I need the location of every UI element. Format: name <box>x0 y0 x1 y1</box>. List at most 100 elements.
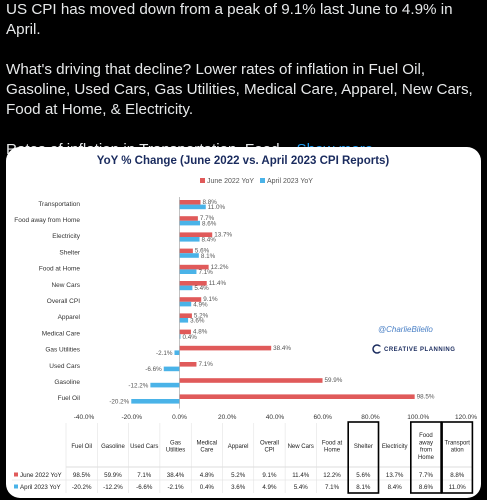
table-column-header: Overall <box>260 440 279 446</box>
data-label-april: -2.1% <box>156 350 173 357</box>
table-column-header: Apparel <box>228 444 249 450</box>
category-label: Electricity <box>52 233 81 240</box>
data-label-april: 8.6% <box>202 220 217 227</box>
table-cell: 0.4% <box>200 484 215 491</box>
category-label: Food at Home <box>39 266 81 273</box>
category-label: Food away from Home <box>14 217 80 224</box>
table-cell: 38.4% <box>167 472 185 479</box>
table-column-header: Gas <box>170 440 181 446</box>
x-tick-label: -40.0% <box>74 414 95 421</box>
x-tick-label: 100.0% <box>407 414 429 421</box>
table-column-header: away <box>419 440 433 446</box>
tweet-text: US CPI has moved down from a peak of 9.1… <box>6 0 484 160</box>
data-label-april: -20.2% <box>109 399 129 406</box>
table-row-swatch <box>14 472 18 477</box>
data-label-april: 8.4% <box>202 237 217 244</box>
bar-april-2023 <box>179 285 193 291</box>
table-column-header: from <box>420 448 432 454</box>
table-cell: 8.8% <box>450 472 465 479</box>
data-label-april: 0.4% <box>182 334 197 341</box>
table-cell: 5.6% <box>356 472 371 479</box>
data-label-june: 11.4% <box>209 280 227 287</box>
tweet-media-image[interactable]: YoY % Change (June 2022 vs. April 2023 C… <box>6 147 481 498</box>
highlight-box <box>441 421 474 494</box>
table-cell: 8.6% <box>419 484 434 491</box>
data-label-june: 9.1% <box>203 296 218 303</box>
table-column-header: ation <box>451 448 464 454</box>
bar-june-2022 <box>179 200 201 205</box>
bar-june-2022 <box>179 313 192 318</box>
table-column-header: Home <box>418 455 435 461</box>
data-table: Fuel Oil Gasoline Used Cars Gas Utilities Med… <box>12 421 474 494</box>
bar-april-2023 <box>163 366 180 372</box>
bar-april-2023 <box>131 399 180 404</box>
tweet-line-1: US CPI has moved down from a peak of 9.1… <box>6 1 453 38</box>
x-tick-label: 40.0% <box>266 414 285 421</box>
bar-april-2023 <box>179 334 181 339</box>
cpi-chart: YoY % Change (June 2022 vs. April 2023 C… <box>12 155 478 494</box>
data-label-june: 4.8% <box>193 329 208 336</box>
table-cell: 7.1% <box>137 472 152 479</box>
table-cell: 98.5% <box>73 472 91 479</box>
bar-april-2023 <box>150 382 180 388</box>
category-label: Medical Care <box>42 330 81 337</box>
table-cell: 8.4% <box>388 484 403 491</box>
data-label-april: 3.6% <box>190 318 205 325</box>
chart-bars: Transportation 8.8%11.0% Food away from Ho… <box>14 197 435 409</box>
bar-june-2022 <box>179 264 209 270</box>
bar-june-2022 <box>179 232 213 237</box>
highlight-box <box>409 421 442 494</box>
table-column-header: Electricity <box>382 444 408 450</box>
table-cell: -20.2% <box>72 484 92 491</box>
data-label-april: 4.9% <box>193 301 208 308</box>
table-row-label: June 2022 YoY <box>20 472 62 479</box>
table-cell: 5.4% <box>294 484 309 491</box>
category-label: Gasoline <box>54 379 80 386</box>
highlight-box <box>347 421 380 494</box>
category-label: Used Cars <box>49 363 80 370</box>
table-column-header: Food at <box>322 440 343 446</box>
category-label: Apparel <box>58 314 81 321</box>
legend-swatch-april <box>260 178 265 183</box>
table-row-label: April 2023 YoY <box>20 484 61 491</box>
legend-label-april: April 2023 YoY <box>267 178 313 185</box>
legend-label-june: June 2022 YoY <box>207 178 254 185</box>
table-cell: 12.2% <box>323 472 341 479</box>
chart-x-axis: -40.0% -20.0% 0.0% 20.0% 40.0% 60.0% 80.0% 100.… <box>74 414 478 421</box>
table-column-header: Used Cars <box>130 444 158 450</box>
bar-june-2022 <box>179 329 191 335</box>
x-tick-label: 0.0% <box>172 414 187 421</box>
table-column-header: Home <box>324 448 341 454</box>
table-column-header: New Cars <box>288 444 314 450</box>
data-label-june: 38.4% <box>273 345 291 352</box>
x-tick-label: 20.0% <box>218 414 237 421</box>
table-row-swatch <box>14 484 18 489</box>
tweet-line-2: What's driving that decline? Lower rates… <box>6 61 473 118</box>
data-label-june: 59.9% <box>325 377 343 384</box>
data-label-june: 7.7% <box>200 215 215 222</box>
table-column-header: Food <box>419 433 433 439</box>
creative-planning-logo-icon <box>372 344 382 354</box>
data-label-june: 7.1% <box>198 361 213 368</box>
legend-swatch-june <box>200 178 205 183</box>
bar-june-2022 <box>179 378 323 383</box>
bar-june-2022 <box>179 281 207 286</box>
bar-april-2023 <box>179 318 189 323</box>
table-column-header: Gasoline <box>101 444 125 450</box>
table-cell: -6.6% <box>136 484 153 491</box>
data-label-april: -12.2% <box>128 382 148 389</box>
watermark-brand: CREATIVE PLANNING <box>384 347 455 353</box>
table-cell: 3.6% <box>231 484 246 491</box>
bar-june-2022 <box>179 394 415 399</box>
table-cell: 7.1% <box>325 484 340 491</box>
x-tick-label: 80.0% <box>361 414 380 421</box>
chart-title: YoY % Change (June 2022 vs. April 2023 C… <box>97 155 390 167</box>
data-label-april: 11.0% <box>208 204 226 211</box>
category-label: New Cars <box>51 282 80 289</box>
bar-june-2022 <box>179 345 272 351</box>
data-label-april: 7.1% <box>198 269 213 276</box>
data-label-april: -6.6% <box>145 366 162 373</box>
data-label-june: 5.6% <box>195 248 210 255</box>
data-label-june: 8.8% <box>203 199 218 206</box>
table-column-header: Medical <box>197 440 218 446</box>
